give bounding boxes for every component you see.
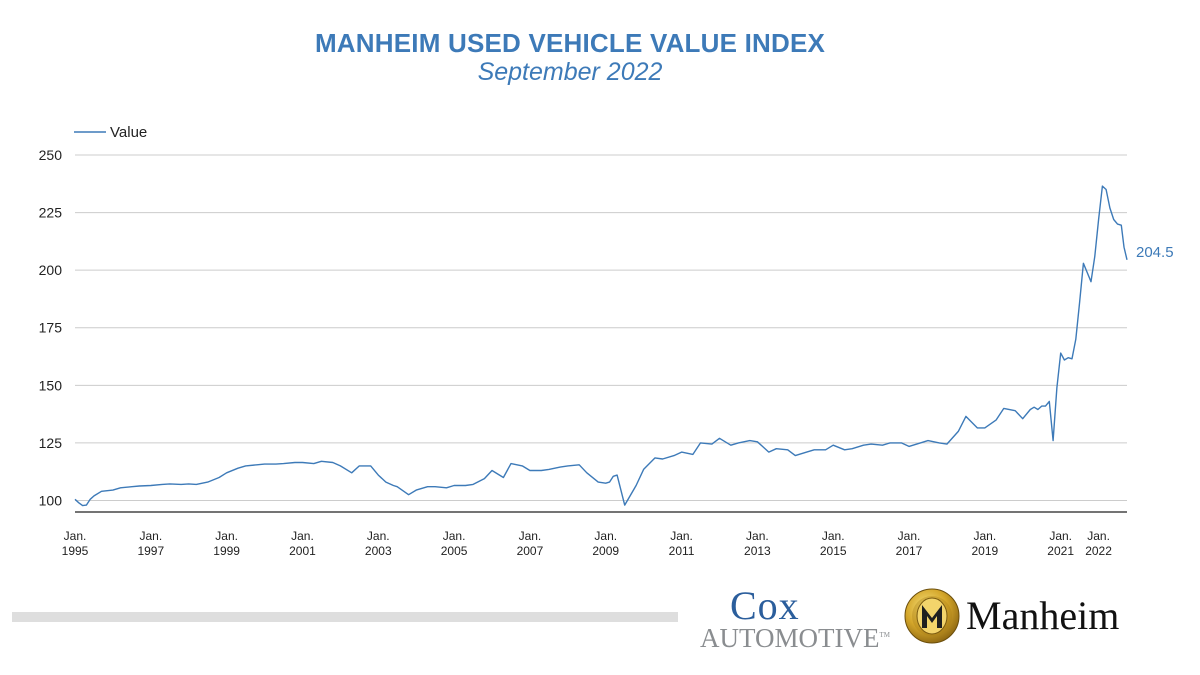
x-tick-label: Jan.2013 — [744, 529, 771, 558]
x-tick-line2: 2013 — [744, 544, 771, 558]
legend: Value — [74, 124, 147, 141]
x-tick-line1: Jan. — [973, 529, 996, 543]
x-tick-label: Jan.2015 — [820, 529, 847, 558]
x-tick-line2: 2017 — [896, 544, 923, 558]
x-tick-line1: Jan. — [1049, 529, 1072, 543]
end-value-label: 204.5 — [1136, 244, 1174, 261]
y-tick-label: 225 — [39, 205, 63, 221]
x-tick-line1: Jan. — [670, 529, 693, 543]
x-tick-line2: 1999 — [213, 544, 240, 558]
footer-bar — [12, 612, 678, 622]
manheim-emblem-icon — [904, 588, 960, 644]
x-tick-label: Jan.2021 — [1047, 529, 1074, 558]
x-tick-line1: Jan. — [822, 529, 845, 543]
x-tick-line1: Jan. — [1087, 529, 1110, 543]
x-tick-line2: 2011 — [669, 544, 695, 558]
x-tick-line2: 2003 — [365, 544, 392, 558]
trademark-mark: TM — [879, 631, 890, 639]
cox-logo-line2: AUTOMOTIVETM — [700, 621, 890, 652]
x-tick-label: Jan.1995 — [62, 529, 89, 558]
cox-automotive-text: AUTOMOTIVE — [700, 623, 880, 653]
x-tick-line2: 2007 — [517, 544, 544, 558]
x-tick-line1: Jan. — [367, 529, 390, 543]
x-tick-line1: Jan. — [898, 529, 921, 543]
chart-title: MANHEIM USED VEHICLE VALUE INDEX — [314, 28, 826, 58]
x-tick-line2: 2001 — [289, 544, 316, 558]
y-tick-label: 175 — [39, 320, 63, 336]
x-tick-line1: Jan. — [594, 529, 617, 543]
chart-subtitle: September 2022 — [477, 58, 663, 86]
x-tick-label: Jan.1997 — [137, 529, 164, 558]
x-tick-line2: 2022 — [1085, 544, 1112, 558]
y-tick-label: 250 — [39, 147, 63, 163]
x-tick-label: Jan.2003 — [365, 529, 392, 558]
x-tick-line2: 2005 — [441, 544, 468, 558]
cox-logo-line1: Cox — [730, 583, 800, 628]
x-tick-line2: 2021 — [1047, 544, 1074, 558]
x-tick-line1: Jan. — [64, 529, 87, 543]
x-tick-label: Jan.2007 — [517, 529, 544, 558]
x-tick-line1: Jan. — [139, 529, 162, 543]
x-tick-line1: Jan. — [291, 529, 314, 543]
x-tick-line2: 1997 — [137, 544, 164, 558]
x-tick-line1: Jan. — [746, 529, 769, 543]
x-tick-label: Jan.2001 — [289, 529, 316, 558]
x-tick-label: Jan.2011 — [669, 529, 695, 558]
x-tick-label: Jan.2017 — [896, 529, 923, 558]
x-tick-label: Jan.2022 — [1085, 529, 1112, 558]
x-tick-line1: Jan. — [519, 529, 542, 543]
x-tick-line1: Jan. — [215, 529, 238, 543]
x-tick-line2: 2015 — [820, 544, 847, 558]
x-tick-line2: 2009 — [592, 544, 619, 558]
x-tick-label: Jan.2005 — [441, 529, 468, 558]
y-tick-label: 150 — [39, 377, 63, 393]
y-tick-label: 200 — [39, 262, 63, 278]
x-tick-line2: 1995 — [62, 544, 89, 558]
y-tick-label: 125 — [39, 435, 63, 451]
x-tick-label: Jan.1999 — [213, 529, 240, 558]
cox-automotive-logo: Cox AUTOMOTIVETM — [700, 583, 890, 653]
series-line-value — [74, 185, 1128, 507]
x-tick-line2: 2019 — [971, 544, 998, 558]
manheim-wordmark: Manheim — [966, 593, 1120, 638]
y-tick-label: 100 — [39, 492, 63, 508]
legend-label-value: Value — [110, 124, 147, 141]
x-tick-label: Jan.2009 — [592, 529, 619, 558]
x-tick-label: Jan.2019 — [971, 529, 998, 558]
x-tick-line1: Jan. — [443, 529, 466, 543]
